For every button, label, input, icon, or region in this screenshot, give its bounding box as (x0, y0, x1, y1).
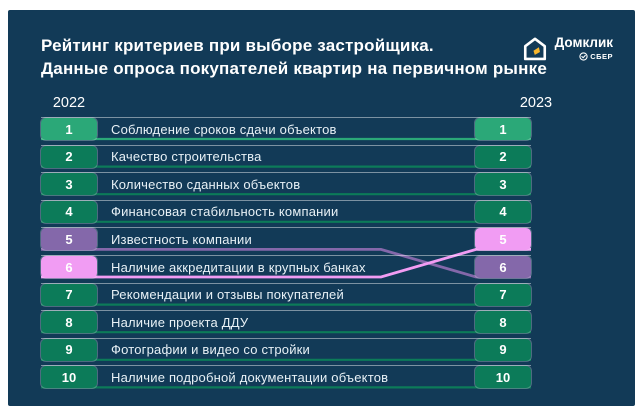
rank-row: 10 Наличие подробной документации объекто… (41, 365, 531, 389)
rank-badge-2023: 9 (475, 338, 531, 361)
rank-badge-2022: 1 (41, 118, 97, 140)
criterion-label: Соблюдение сроков сдачи объектов (111, 121, 337, 137)
criterion-label: Наличие проекта ДДУ (111, 314, 249, 330)
rank-badge-2023: 7 (475, 283, 531, 306)
rank-row: 2 Качество строительства 2 (41, 144, 531, 168)
rank-badge-2023: 10 (475, 366, 531, 389)
rank-row: 1 Соблюдение сроков сдачи объектов 1 (41, 117, 531, 140)
criterion-label: Финансовая стабильность компании (111, 204, 339, 220)
logo-brand: Домклик (554, 35, 613, 50)
criterion-label: Фотографии и видео со стройки (111, 342, 311, 358)
rank-badge-2022: 9 (41, 338, 97, 361)
title-line-2: Данные опроса покупателей квартир на пер… (41, 59, 547, 78)
rank-badge-2023: 4 (475, 200, 531, 223)
sber-logo: СБЕР (579, 52, 613, 61)
rank-badge-2022: 5 (41, 228, 97, 251)
criterion-label: Наличие аккредитации в крупных банках (111, 259, 366, 275)
rank-row: 5 Известность компании 5 (41, 227, 531, 251)
rank-badge-2023: 5 (475, 228, 531, 251)
rank-badge-2022: 7 (41, 283, 97, 306)
sber-label: СБЕР (590, 52, 613, 61)
domclick-house-icon (523, 37, 546, 61)
rank-badge-2022: 2 (41, 145, 97, 168)
domclick-logo: Домклик СБЕР (522, 36, 613, 62)
ranking-chart: 1 Соблюдение сроков сдачи объектов 1 2 Качес… (41, 117, 531, 393)
sber-check-icon (579, 52, 588, 61)
rank-badge-2022: 10 (41, 366, 97, 389)
year-2022-label: 2022 (52, 95, 86, 111)
criterion-label: Рекомендации и отзывы покупателей (111, 287, 344, 303)
slide-background: Рейтинг критериев при выборе застройщика… (8, 10, 635, 406)
criterion-label: Качество строительства (111, 149, 262, 165)
rank-badge-2023: 3 (475, 173, 531, 196)
page-title: Рейтинг критериев при выборе застройщика… (41, 34, 547, 80)
title-line-1: Рейтинг критериев при выборе застройщика… (41, 36, 434, 55)
year-2023-label: 2023 (519, 95, 553, 111)
rank-row: 6 Наличие аккредитации в крупных банках 6 (41, 255, 531, 278)
rank-row: 7 Рекомендации и отзывы покупателей 7 (41, 282, 531, 306)
rank-badge-2022: 6 (41, 256, 97, 278)
rank-badge-2023: 6 (475, 256, 531, 278)
rank-row: 3 Количество сданных объектов 3 (41, 172, 531, 196)
rank-row: 8 Наличие проекта ДДУ 8 (41, 310, 531, 334)
logo-text: Домклик СБЕР (554, 35, 613, 62)
rank-row: 9 Фотографии и видео со стройки 9 (41, 337, 531, 361)
rank-badge-2022: 3 (41, 173, 97, 196)
rank-connector-lines (41, 137, 531, 389)
criterion-label: Количество сданных объектов (111, 176, 301, 192)
rank-row: 4 Финансовая стабильность компании 4 (41, 199, 531, 223)
rank-badge-2023: 8 (475, 311, 531, 334)
rank-badge-2022: 4 (41, 200, 97, 223)
rank-badge-2023: 2 (475, 145, 531, 168)
criterion-label: Наличие подробной документации объектов (111, 369, 389, 385)
criterion-label: Известность компании (111, 231, 252, 247)
rank-badge-2023: 1 (475, 118, 531, 140)
rank-badge-2022: 8 (41, 311, 97, 334)
